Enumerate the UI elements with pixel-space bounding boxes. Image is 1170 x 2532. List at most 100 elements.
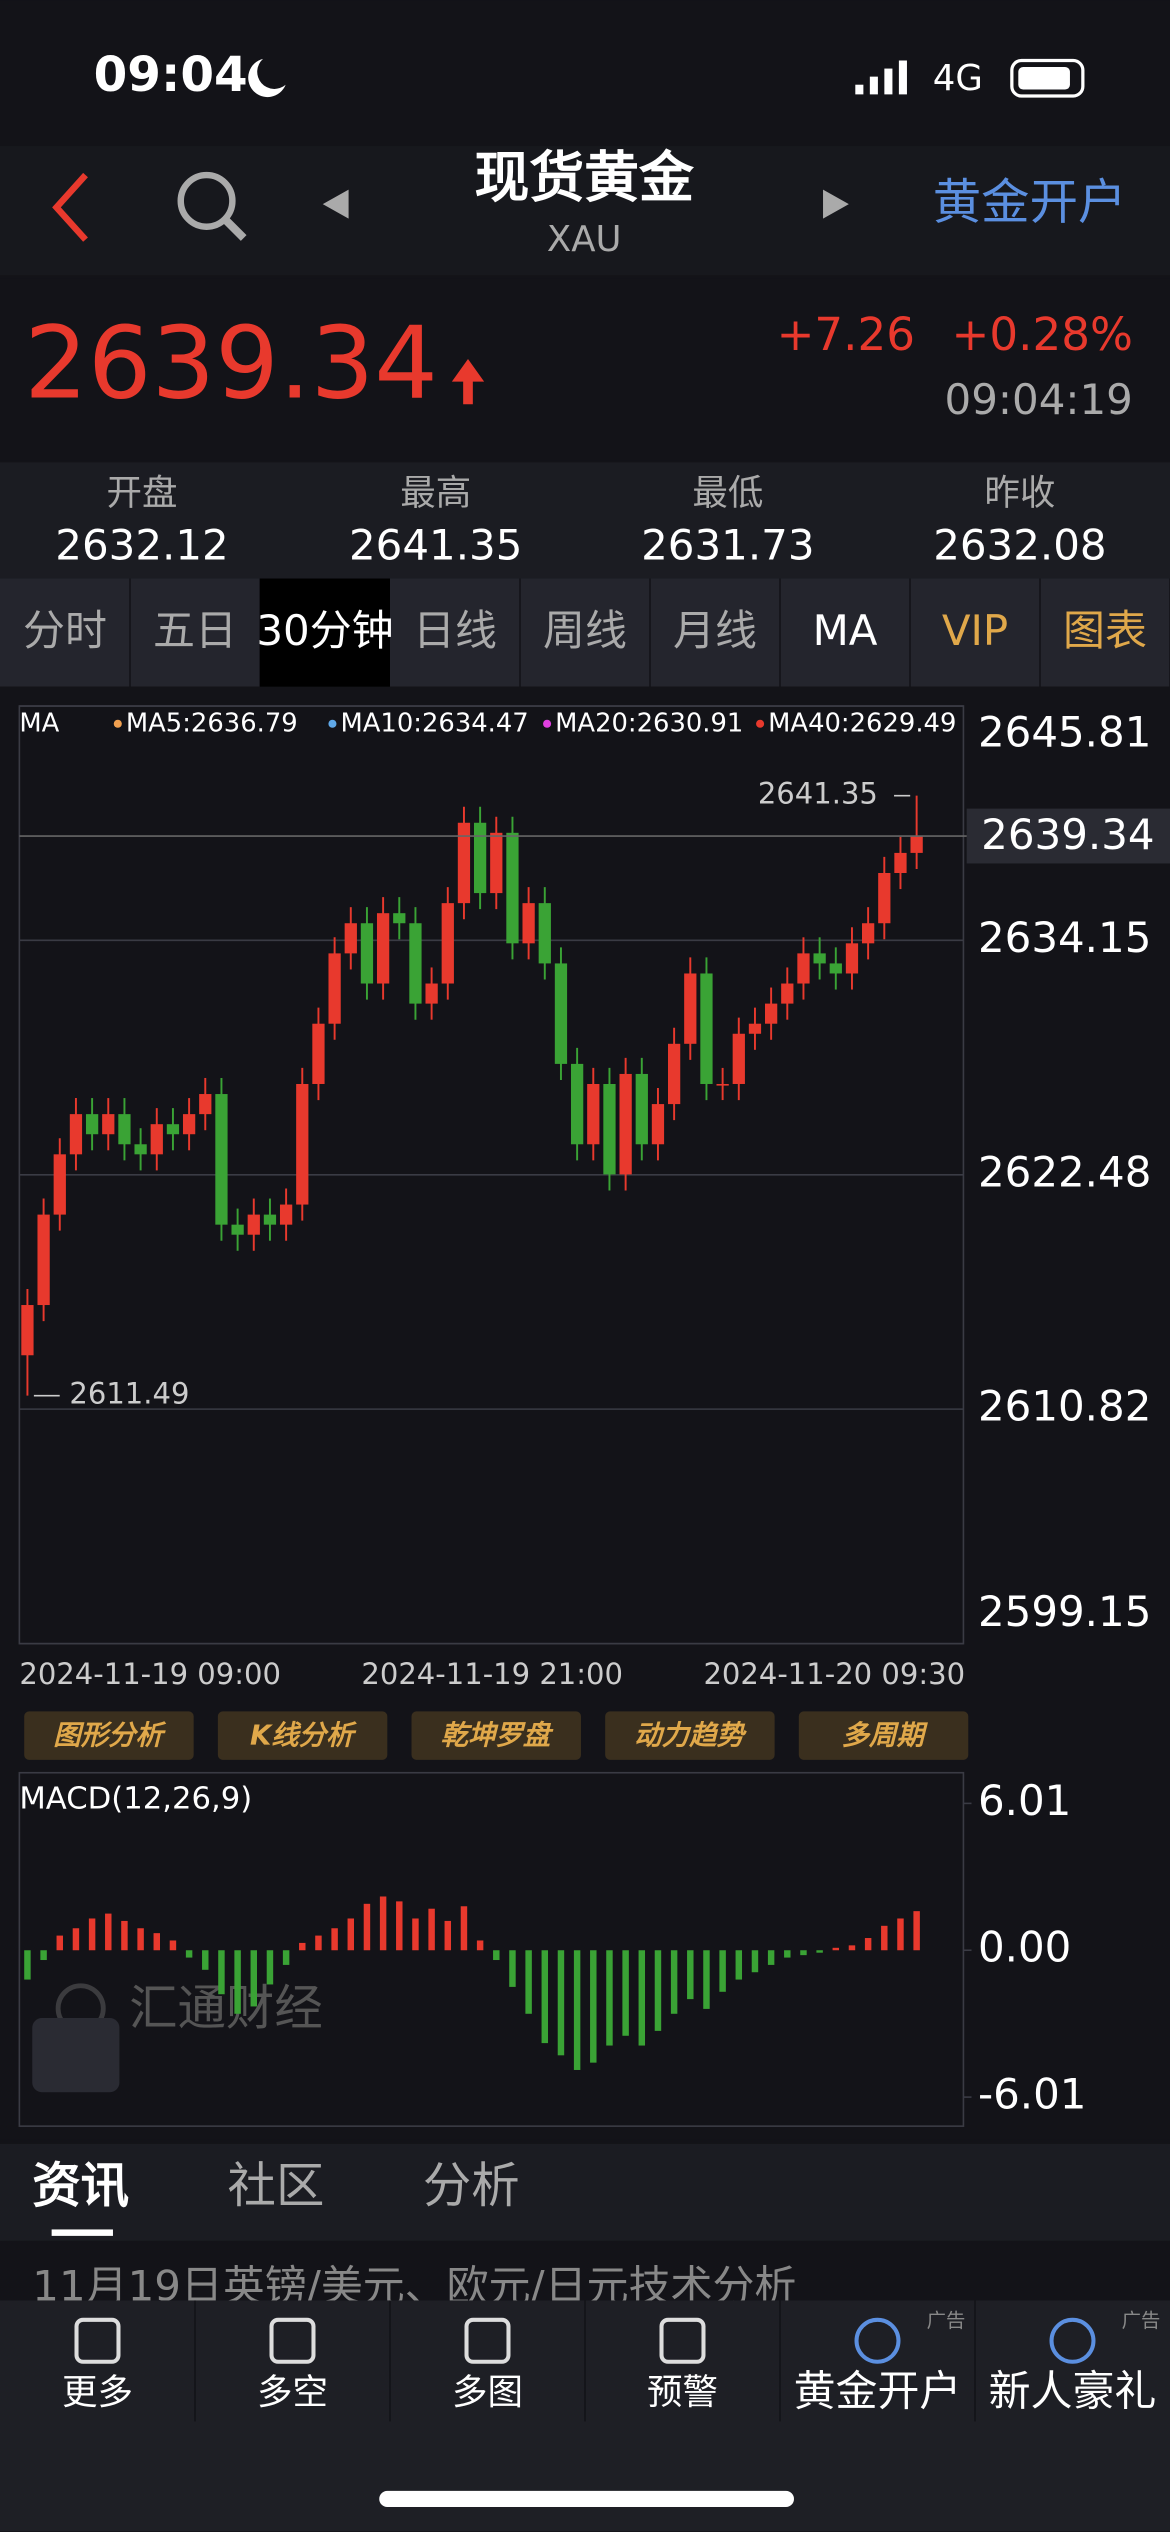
macd-bar [864, 1938, 872, 1951]
candle-body [748, 1023, 762, 1034]
macd-bar [670, 1950, 678, 2014]
tool-button[interactable] [798, 1711, 969, 1760]
candle-body [328, 953, 341, 1024]
candle-body [118, 1114, 131, 1145]
y-tick-label: 2622.48 [978, 1147, 1151, 1196]
nav-label[interactable]: 新人豪礼 [989, 2367, 1157, 2416]
candle-body [862, 923, 875, 944]
tab[interactable]: 日线 [413, 606, 497, 655]
candle-body [457, 822, 471, 904]
home-indicator [379, 2490, 794, 2508]
battery-level [1018, 66, 1070, 90]
macd-bar [881, 1925, 888, 1951]
candle-body [409, 923, 422, 1004]
tool-button[interactable] [411, 1711, 581, 1760]
macd-bar [396, 1901, 403, 1951]
tool-label: 图形分析 [53, 1721, 166, 1752]
nav-label[interactable]: 黄金开户 [794, 2367, 962, 2416]
tab[interactable]: 分时 [23, 606, 107, 655]
macd-bar [687, 1950, 694, 2000]
nav-icon [1049, 2317, 1096, 2364]
next-button[interactable] [823, 189, 849, 219]
tool-button[interactable] [24, 1711, 194, 1760]
macd-bar [654, 1950, 662, 2031]
tab[interactable]: VIP [942, 606, 1008, 655]
candle-body [797, 953, 810, 984]
news-tab[interactable]: 资讯 [32, 2158, 129, 2214]
open-account[interactable]: 黄金开户 [933, 175, 1127, 231]
candle-body [37, 1214, 50, 1306]
macd-bar [800, 1950, 807, 1956]
macd-bar [88, 1918, 96, 1951]
candle-body [490, 832, 503, 894]
nav-label[interactable]: 预警 [647, 2372, 718, 2413]
tool-label: 乾坤罗盘 [441, 1721, 554, 1752]
tab[interactable]: 30分钟 [256, 606, 393, 655]
candle-body [247, 1214, 260, 1235]
nav-label[interactable]: 多空 [257, 2372, 328, 2413]
macd-bar [121, 1920, 128, 1951]
candle-body [829, 963, 842, 974]
y-tick-label: 2645.81 [978, 708, 1151, 757]
network: 4G [933, 58, 983, 99]
tab[interactable]: 月线 [673, 606, 757, 655]
tool-button[interactable] [217, 1711, 388, 1760]
macd-bar [379, 1896, 387, 1951]
candle-body [441, 903, 454, 984]
tool-button[interactable] [605, 1711, 775, 1760]
macd-bar [315, 1935, 322, 1951]
moon-icon [248, 58, 286, 98]
candle-body [554, 963, 568, 1064]
prev-button[interactable] [322, 189, 349, 219]
price: 2639.34 [24, 305, 438, 422]
legend-dot [756, 719, 765, 728]
legend-dot [328, 719, 337, 728]
macd-bar [234, 1950, 241, 2014]
nav-label[interactable]: 更多 [62, 2372, 133, 2413]
news-tab[interactable]: 分析 [423, 2158, 520, 2214]
candle-body [651, 1104, 665, 1145]
tab-selected [260, 578, 390, 687]
candle-body [667, 1043, 681, 1105]
stats-panel [0, 462, 1170, 579]
candle-body [587, 1083, 600, 1145]
macd-bar [832, 1947, 840, 1951]
stat-label: 昨收 [984, 473, 1055, 514]
news-tab[interactable]: 社区 [228, 2158, 325, 2214]
legend-dot [543, 719, 552, 728]
macd-y-tick-label: 6.01 [978, 1776, 1071, 1825]
candle-body [69, 1114, 83, 1155]
candle-body [603, 1083, 616, 1175]
stat-label: 开盘 [107, 473, 178, 514]
back-button[interactable] [52, 172, 88, 242]
nav-label[interactable]: 多图 [452, 2372, 523, 2413]
candle-body [425, 983, 438, 1004]
y-tick-label: 2634.15 [978, 913, 1151, 962]
change: +7.26 [777, 308, 915, 361]
tool-label: 动力趋势 [634, 1721, 747, 1752]
candle-body [538, 903, 551, 964]
tab[interactable]: 周线 [543, 606, 627, 655]
candle-body [716, 1083, 729, 1086]
tab[interactable]: 图表 [1063, 606, 1147, 655]
header [0, 146, 1170, 276]
macd-bar [250, 1950, 258, 2007]
candle-body [166, 1124, 180, 1135]
candle-body [910, 836, 923, 853]
search-button[interactable] [177, 171, 247, 241]
macd-bar [590, 1950, 597, 2063]
battery [1010, 58, 1085, 98]
status-time: 09:04 [94, 47, 248, 103]
stat-value: 2631.73 [641, 520, 814, 569]
tab[interactable]: 五日 [153, 606, 237, 655]
candle-body [21, 1305, 34, 1356]
macd-bar [784, 1950, 791, 1958]
candle-body [215, 1094, 228, 1225]
toggle-button[interactable] [32, 2018, 120, 2093]
macd-bar [185, 1950, 193, 1958]
tab[interactable]: MA [813, 606, 878, 655]
nav-icon [854, 2317, 901, 2364]
macd-bar [72, 1928, 80, 1951]
